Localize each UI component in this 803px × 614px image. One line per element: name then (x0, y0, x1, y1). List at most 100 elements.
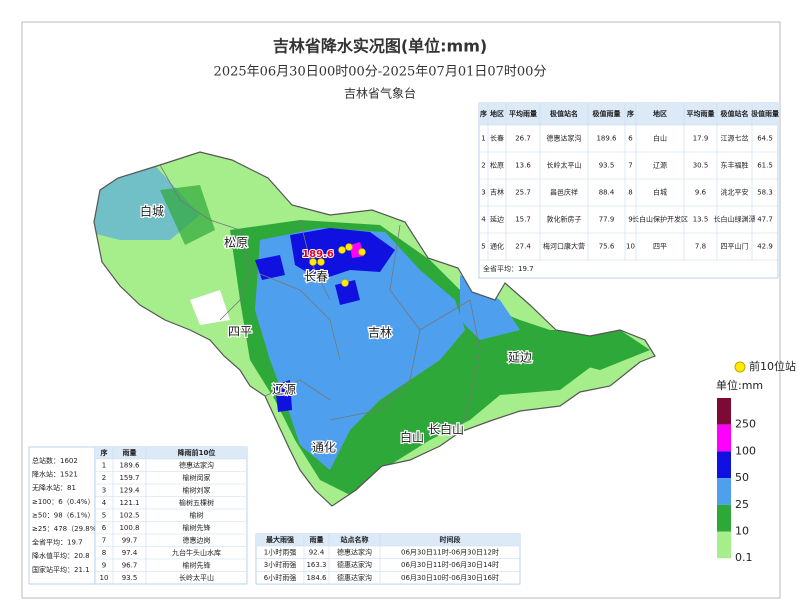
top-station (309, 258, 317, 266)
table-cell: 58.3 (757, 189, 773, 197)
table-cell: 5 (481, 243, 485, 251)
table-cell: 榆树先锋 (183, 523, 211, 532)
table-bg (94, 446, 248, 585)
table-header: 最大雨强 (266, 535, 294, 544)
table-cell: 13.5 (693, 216, 709, 224)
table-bg (478, 102, 779, 279)
table-cell: 93.5 (122, 574, 138, 582)
table-cell: 1 (481, 135, 485, 143)
table-cell: 德惠达家沟 (337, 560, 372, 569)
organization: 吉林省气象台 (344, 86, 416, 101)
stat-line: 总站数：1602 (32, 456, 78, 465)
table-cell: 42.9 (757, 243, 773, 251)
top-station (358, 248, 366, 256)
legend-level: 0.1 (735, 551, 753, 564)
table-cell: 敦化新房子 (547, 215, 582, 224)
stat-line: ≥100：6（0.4%） (32, 498, 94, 506)
table-cell: 2 (102, 474, 106, 482)
table-cell: 75.6 (599, 243, 615, 251)
legend-level: 25 (735, 498, 749, 511)
table-header: 站点名称 (341, 535, 369, 544)
table-cell: 德惠达家沟 (337, 547, 372, 556)
table-cell: 榆树先锋 (183, 560, 211, 569)
legend-level: 100 (735, 444, 756, 457)
top-station (338, 246, 346, 254)
table-cell: 德惠达家沟 (547, 134, 582, 143)
table-cell: 3小时雨强 (264, 560, 296, 569)
table-cell: 6 (102, 524, 107, 532)
legend-swatch (717, 504, 731, 532)
table-cell: 77.9 (599, 216, 615, 224)
legend-swatch (717, 531, 731, 559)
table-header: 时间段 (440, 535, 461, 544)
table-cell: 88.4 (599, 189, 615, 197)
table-cell: 93.5 (599, 162, 615, 170)
table-cell: 昌邑庆祥 (550, 188, 578, 197)
table-cell: 6小时雨强 (264, 573, 296, 582)
table-cell: 5 (102, 511, 106, 519)
table-cell: 德惠达家沟 (179, 460, 214, 469)
table-cell: 3 (481, 189, 485, 197)
table-header: 极值雨量 (593, 109, 621, 118)
table-cell: 189.6 (119, 461, 140, 469)
table-header: 极值站名 (550, 109, 578, 118)
table-cell: 10 (100, 574, 109, 582)
city-label: 辽源 (272, 383, 296, 397)
legend-swatch (717, 424, 731, 452)
table-header: 地区 (653, 109, 667, 118)
table-cell: 白山 (653, 134, 667, 143)
table-cell: 96.7 (122, 561, 138, 569)
table-cell: 四平山门 (721, 242, 749, 251)
table-header: 极值雨量 (751, 109, 779, 118)
table-cell: 洮北平安 (721, 188, 749, 197)
table-header: 平均雨量 (687, 109, 715, 118)
table-cell: 9 (102, 561, 106, 569)
table-cell: 8 (628, 189, 632, 197)
table-cell: 26.7 (515, 135, 531, 143)
top-station (345, 243, 353, 251)
table-cell: 9 (628, 216, 632, 224)
table-cell: 延边 (490, 215, 504, 224)
table-header: 序 (479, 109, 487, 118)
legend-unit: 单位:mm (716, 378, 763, 392)
top-station (341, 279, 349, 287)
table-cell: 9.6 (695, 189, 707, 197)
table-cell: 47.7 (757, 216, 773, 224)
table-cell: 四平 (653, 243, 667, 251)
table-cell: 129.4 (119, 486, 140, 494)
table-cell: 九台牛头山水库 (172, 548, 221, 557)
table-cell: 97.4 (122, 549, 138, 557)
table-cell: 13.6 (515, 162, 531, 170)
table-cell: 长岭太平山 (547, 161, 582, 170)
table-header: 序 (626, 109, 634, 118)
table-cell: 3 (102, 486, 106, 494)
table-cell: 15.7 (515, 216, 531, 224)
table-cell: 松原 (490, 161, 504, 170)
table-cell: 长白山保护开发区 (632, 215, 688, 224)
table-cell: 榆树五棵树 (179, 498, 214, 507)
legend-level: 10 (735, 525, 749, 538)
city-label: 白城 (140, 204, 164, 219)
table-cell: 4 (102, 499, 107, 507)
table-header-bg (479, 103, 778, 125)
table-cell: 10 (626, 243, 635, 251)
table-cell: 白城 (653, 188, 667, 197)
table-header: 雨量 (310, 535, 324, 544)
table-cell: 06月30日10时-06月30日16时 (401, 573, 499, 582)
table-cell: 通化 (490, 242, 504, 251)
table-footer: 全省平均：19.7 (483, 264, 534, 273)
table-cell: 4 (481, 216, 486, 224)
top-station (317, 258, 325, 266)
table-cell: 06月30日11时-06月30日14时 (401, 560, 499, 569)
table-cell: 64.5 (757, 135, 773, 143)
stat-line: 国家站平均：21.1 (32, 565, 90, 574)
table-header: 序 (100, 448, 108, 457)
table-cell: 吉林 (490, 188, 504, 197)
stat-line: 无降水站：81 (32, 483, 76, 492)
table-header-bg (95, 447, 247, 459)
table-header: 地区 (490, 109, 504, 118)
table-cell: 榆树刘家 (183, 485, 211, 494)
table-cell: 121.1 (119, 499, 139, 507)
